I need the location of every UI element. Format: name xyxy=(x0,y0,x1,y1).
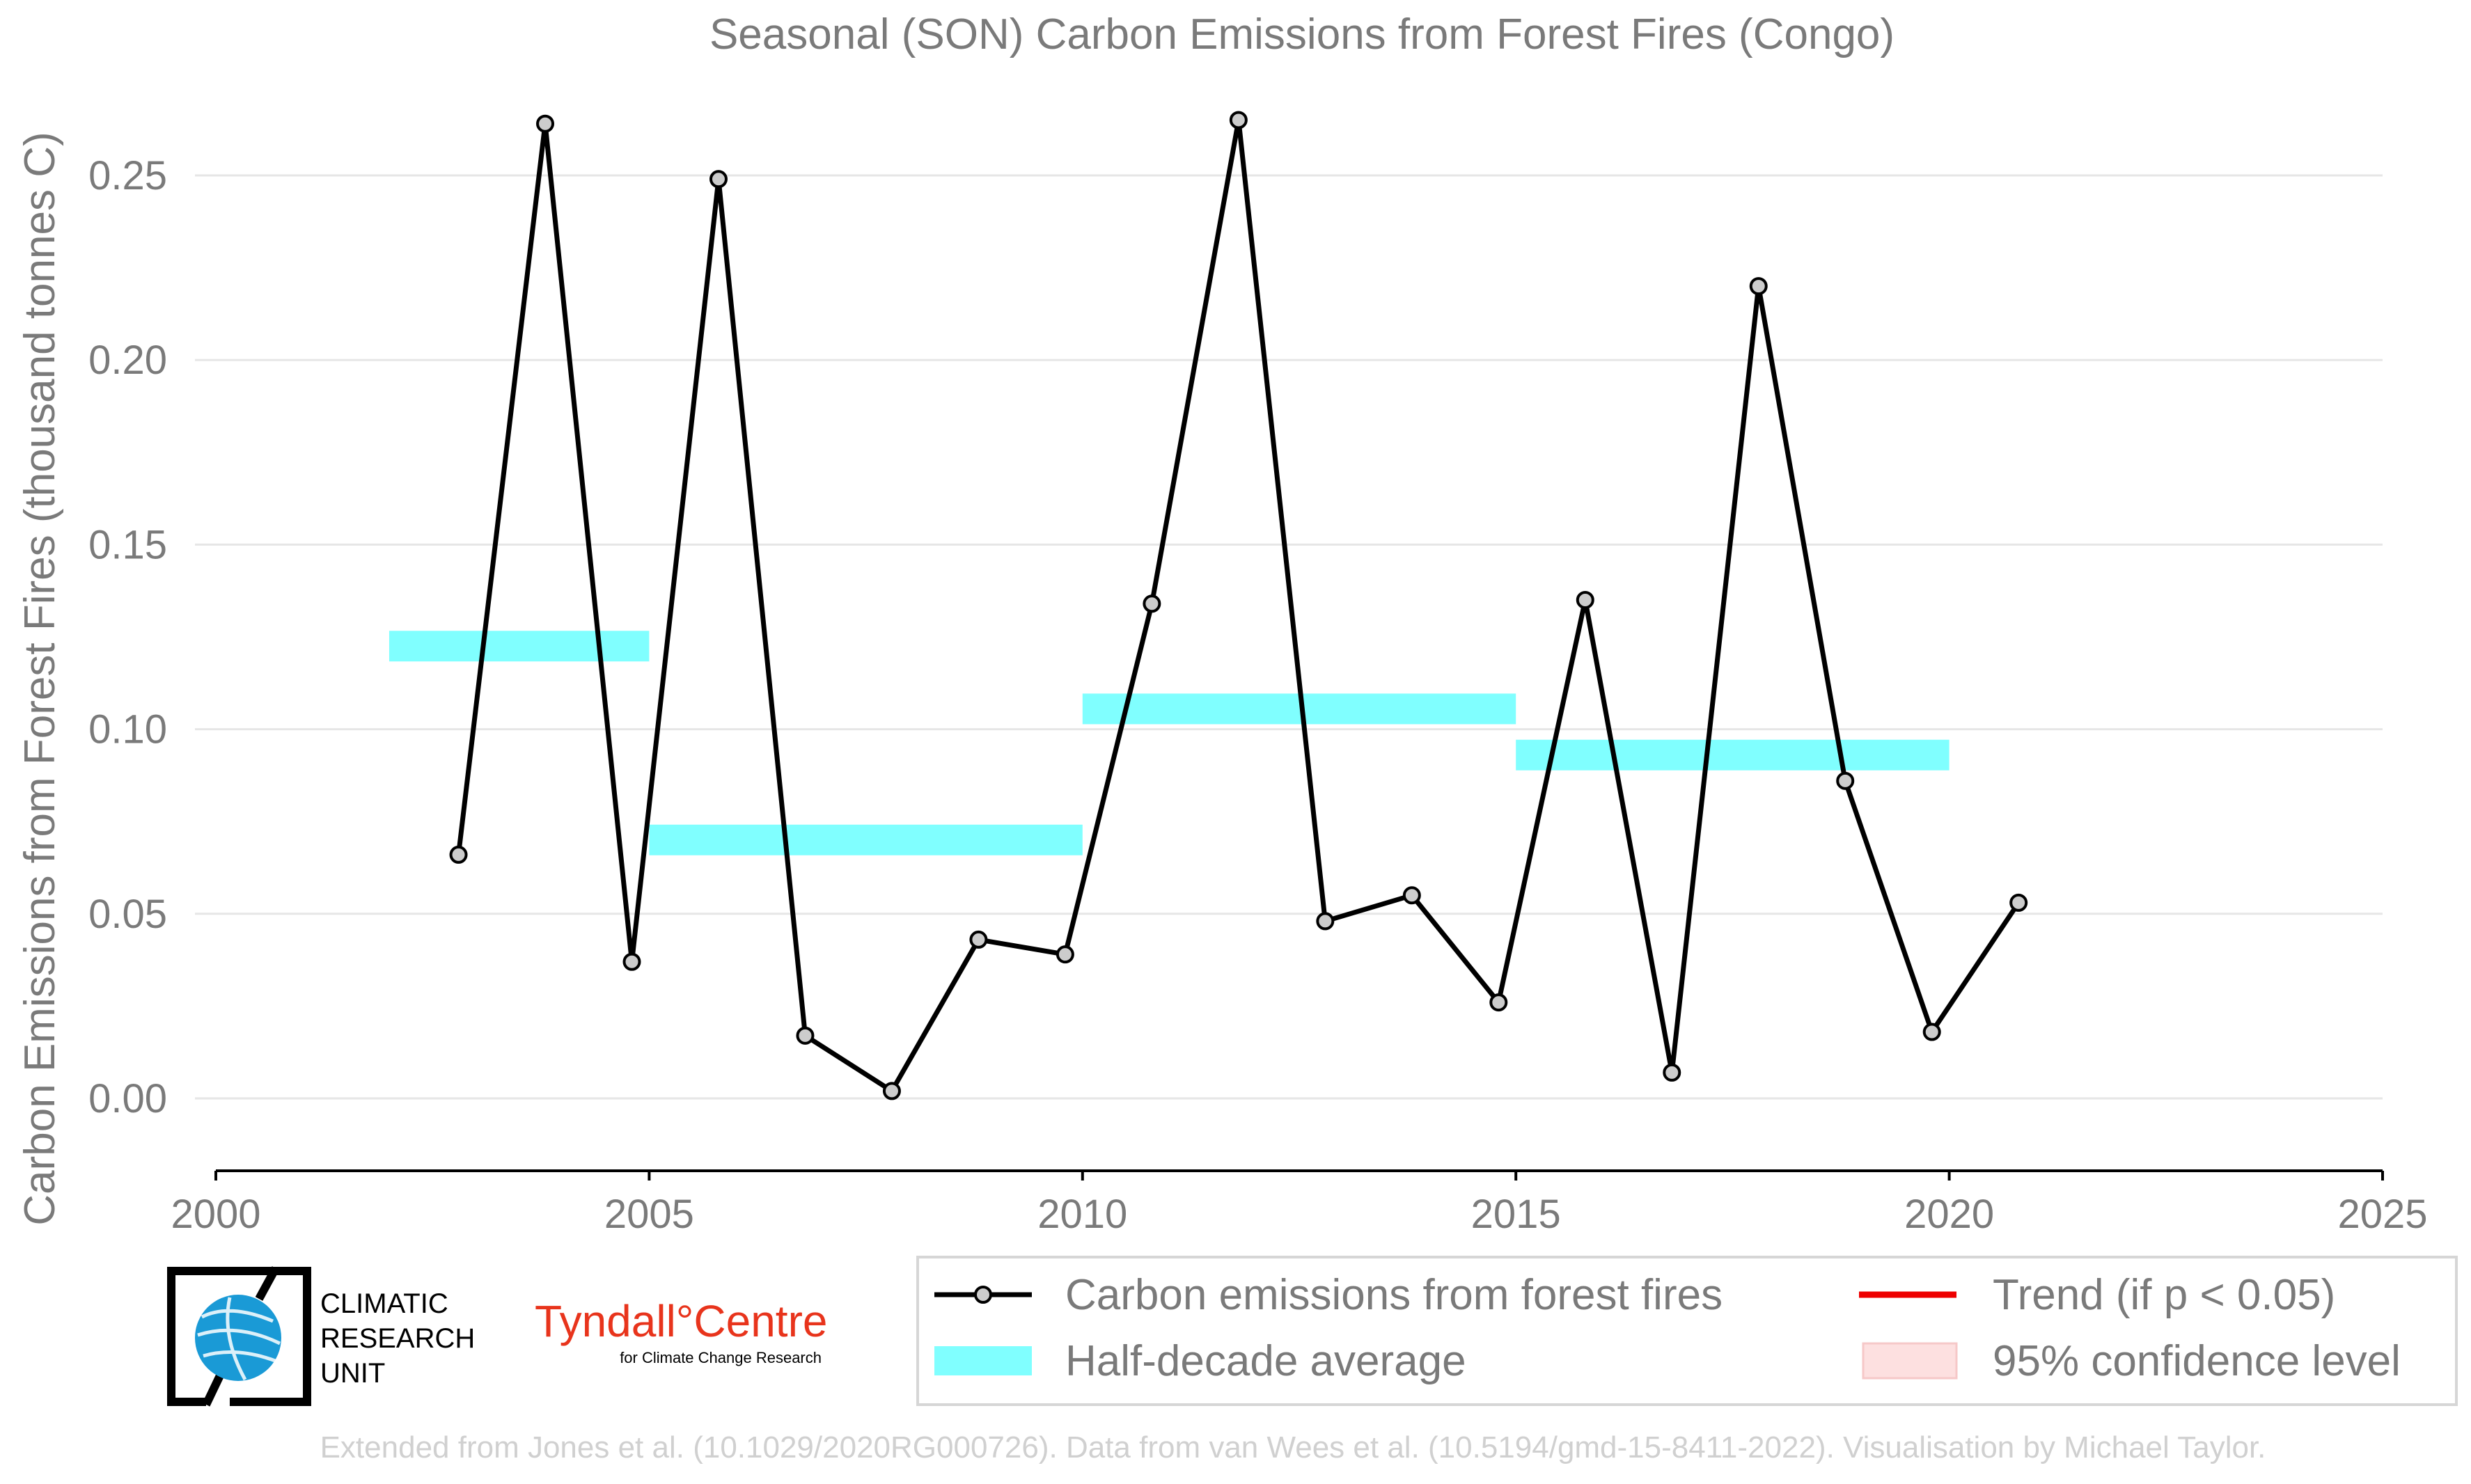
legend-item-half-decade: Half-decade average xyxy=(934,1337,1466,1385)
legend-item-trend: Trend (if p < 0.05) xyxy=(1859,1271,2335,1319)
half-decade-band xyxy=(649,824,1083,855)
data-point xyxy=(1402,886,1421,905)
data-point xyxy=(449,845,468,864)
cru-logo-line-2: RESEARCH xyxy=(320,1323,475,1354)
half-decade-band xyxy=(389,631,650,662)
x-tick-label: 2005 xyxy=(604,1192,694,1237)
legend-confidence-label: 95% confidence level xyxy=(1993,1337,2401,1385)
legend: Carbon emissions from forest fires Trend… xyxy=(916,1256,2458,1406)
y-tick-label: 0.10 xyxy=(88,707,167,752)
y-tick-label: 0.05 xyxy=(88,892,167,937)
cru-logo-frame xyxy=(167,1267,311,1406)
data-point xyxy=(1922,1023,1941,1041)
data-point xyxy=(709,170,728,189)
tyndall-logo-sub: for Climate Change Research xyxy=(620,1349,822,1366)
x-tick-label: 2000 xyxy=(171,1192,260,1237)
data-point xyxy=(622,952,641,971)
legend-half-decade-label: Half-decade average xyxy=(1065,1337,1466,1385)
data-point xyxy=(2009,893,2028,912)
data-point xyxy=(969,930,988,949)
legend-confidence-swatch xyxy=(1862,1342,1958,1380)
legend-item-emissions: Carbon emissions from forest fires xyxy=(934,1271,1723,1319)
data-point xyxy=(1143,594,1161,613)
axes: 2000 2005 2010 2015 2020 2025 xyxy=(171,1169,2428,1237)
credit-line: Extended from Jones et al. (10.1029/2020… xyxy=(320,1430,2266,1465)
legend-frame xyxy=(916,1256,2458,1406)
x-tick-label: 2015 xyxy=(1471,1192,1561,1237)
half-decade-bands xyxy=(389,631,1950,855)
x-tick-label: 2010 xyxy=(1037,1192,1127,1237)
y-axis-label: Carbon Emissions from Forest Fires (thou… xyxy=(16,132,64,1225)
series-line-emissions xyxy=(456,117,2021,1094)
data-point xyxy=(1229,111,1248,129)
cru-logo: CLIMATIC RESEARCH UNIT xyxy=(167,1266,475,1407)
data-point xyxy=(536,114,555,133)
chart-title: Seasonal (SON) Carbon Emissions from For… xyxy=(709,10,1895,58)
cru-logo-slash-bottom xyxy=(202,1371,226,1407)
data-point xyxy=(1056,945,1074,964)
data-point xyxy=(1576,590,1594,609)
half-decade-band xyxy=(1516,739,1950,771)
tyndall-logo: Tyndall°Centre for Climate Change Resear… xyxy=(535,1296,827,1366)
data-point xyxy=(1749,277,1768,296)
legend-emissions-marker xyxy=(974,1286,992,1304)
x-tick-label: 2020 xyxy=(1904,1192,1994,1237)
legend-half-decade-swatch xyxy=(934,1346,1032,1375)
data-point xyxy=(882,1082,901,1100)
gridlines: 0.00 0.05 0.10 0.15 0.20 0.25 xyxy=(88,153,2383,1121)
data-point xyxy=(796,1026,815,1045)
x-tick-label: 2025 xyxy=(2337,1192,2427,1237)
series-layer xyxy=(449,111,2028,1100)
legend-item-confidence: 95% confidence level xyxy=(1862,1337,2401,1385)
y-tick-label: 0.15 xyxy=(88,522,167,567)
data-point xyxy=(1663,1063,1681,1082)
y-tick-label: 0.20 xyxy=(88,338,167,383)
legend-emissions-label: Carbon emissions from forest fires xyxy=(1065,1271,1723,1319)
legend-trend-label: Trend (if p < 0.05) xyxy=(1993,1271,2335,1319)
data-point xyxy=(1489,993,1508,1012)
cru-logo-line-3: UNIT xyxy=(320,1358,385,1389)
globe-icon-swirl xyxy=(197,1297,281,1381)
cru-logo-slash-top xyxy=(255,1266,280,1301)
y-tick-label: 0.00 xyxy=(88,1076,167,1121)
data-point xyxy=(1836,771,1855,790)
tyndall-logo-name: Tyndall°Centre xyxy=(535,1296,827,1346)
cru-logo-line-1: CLIMATIC xyxy=(320,1288,448,1319)
y-tick-label: 0.25 xyxy=(88,153,167,198)
data-point xyxy=(1316,912,1335,931)
